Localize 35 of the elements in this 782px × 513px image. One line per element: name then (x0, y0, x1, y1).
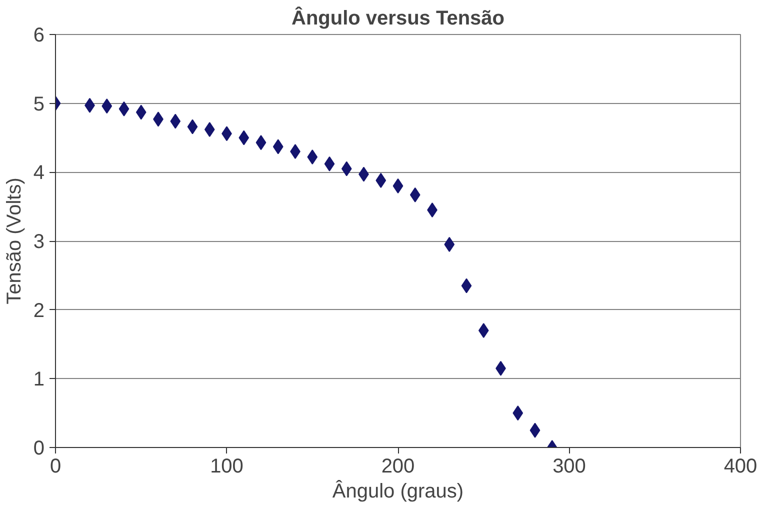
point (341, 161, 352, 176)
chart-title: Ângulo versus Tensão (291, 6, 505, 30)
y-tick-label: 5 (33, 93, 44, 116)
point (256, 135, 266, 150)
point (512, 406, 524, 421)
x-tick-label: 100 (210, 456, 244, 478)
x-tick-label: 200 (381, 456, 415, 478)
y-axis-title: Tensão (Volts) (3, 178, 26, 304)
y-tick-label: 2 (33, 300, 44, 322)
y-tick-label: 3 (33, 231, 44, 253)
x-axis-title: Ângulo (graus) (332, 480, 464, 502)
point (204, 122, 215, 137)
point (136, 104, 146, 120)
point (324, 156, 335, 172)
point (187, 119, 198, 134)
point (444, 236, 455, 252)
x-tick-label: 0 (50, 456, 62, 478)
y-tick-label: 1 (33, 368, 44, 391)
point (170, 114, 181, 129)
point (238, 130, 250, 146)
point (392, 178, 404, 194)
point (307, 150, 318, 165)
point (461, 278, 472, 294)
x-tick-label: 300 (552, 456, 586, 478)
y-tick-label: 4 (33, 162, 44, 184)
point (272, 139, 284, 154)
y-tick-label: 6 (33, 24, 44, 46)
point (410, 187, 420, 202)
point (376, 172, 386, 188)
point (118, 101, 130, 116)
x-tick-label: 400 (724, 456, 758, 478)
point (478, 322, 489, 338)
y-tick-label: 0 (33, 438, 44, 460)
point (102, 98, 112, 114)
point (530, 422, 540, 438)
